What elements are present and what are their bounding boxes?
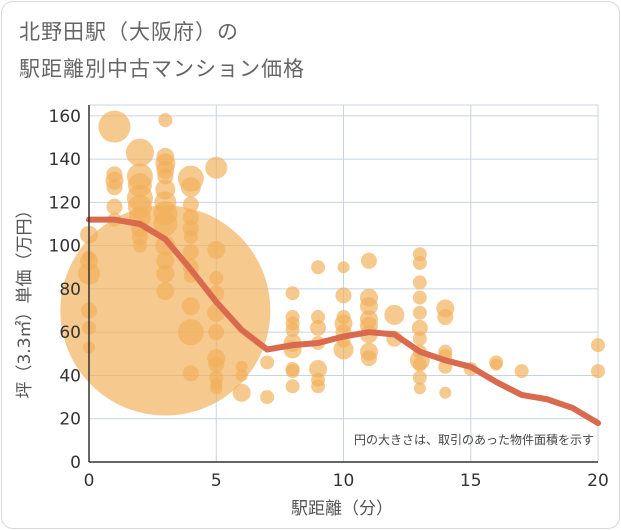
y-tick-label: 140 (49, 150, 81, 170)
bubble-point (439, 386, 452, 399)
bubble-size-note: 円の大きさは、取引のあった物件面積を示す (354, 432, 594, 447)
x-tick-label: 20 (587, 471, 609, 491)
bubble-point (208, 356, 225, 373)
x-tick-label: 10 (333, 471, 355, 491)
y-tick-label: 20 (59, 410, 81, 430)
bubble-point (411, 319, 428, 336)
bubble-point (235, 360, 248, 373)
bubble-point (208, 324, 225, 341)
x-axis-label: 駅距離（分） (291, 499, 393, 519)
chart-title-line1: 北野田駅（大阪府）の (19, 20, 239, 44)
bubble-point (333, 339, 354, 360)
x-tick-label: 15 (460, 471, 482, 491)
y-tick-label: 0 (70, 453, 81, 473)
bubble-point (311, 260, 326, 275)
bubble-point (412, 255, 427, 270)
bubble-point (125, 138, 154, 167)
x-tick-label: 5 (211, 471, 222, 491)
bubble-point (180, 177, 201, 198)
bubble-point (413, 382, 426, 395)
bubble-point (412, 290, 427, 305)
chart-title-line2: 駅距離別中古マンション価格 (19, 57, 305, 81)
bubble-point (591, 364, 605, 379)
axes (88, 105, 598, 463)
bubble-point (205, 156, 228, 179)
bubble-point (309, 359, 328, 378)
bubble-point (490, 358, 503, 371)
y-tick-label: 60 (59, 323, 81, 343)
bubble-point (360, 252, 377, 269)
bubble-point (412, 305, 427, 320)
y-tick-label: 160 (49, 107, 81, 127)
bubble-point (177, 319, 204, 346)
bubble-point (360, 350, 377, 367)
bubble-point (260, 390, 275, 405)
bubble-point (235, 369, 248, 382)
bubble-point (335, 287, 352, 304)
bubble-point (591, 338, 605, 353)
bubble-point (514, 364, 529, 379)
bubble-point (182, 244, 199, 261)
bubble-point (183, 229, 198, 244)
tick-labels: 0 20 40 60 80 100 120 140 160 0 5 10 15 20 (49, 107, 609, 491)
bubble-point (285, 323, 300, 338)
bubble-point (232, 383, 251, 402)
bubble-point (153, 212, 178, 236)
bubble-point (285, 286, 300, 301)
bubble-point (285, 379, 300, 394)
bubble-point (412, 275, 427, 290)
bubble-point (156, 282, 175, 301)
bubble-point (260, 355, 275, 370)
bubble-point (311, 310, 326, 325)
bubble-point (106, 179, 123, 196)
x-tick-label: 0 (84, 471, 95, 491)
bubble-point (156, 251, 175, 270)
trend-line (86, 216, 601, 427)
bubble-point (181, 297, 200, 316)
bubble-point (182, 196, 199, 213)
bubble-point (311, 379, 326, 394)
bubble-point (285, 364, 300, 379)
y-tick-label: 80 (59, 280, 81, 300)
bubble-point (158, 113, 173, 128)
bubble-point (412, 331, 427, 346)
bubble-point (106, 198, 123, 215)
bubble-point (156, 264, 175, 283)
y-tick-label: 120 (49, 193, 81, 213)
bubble-point (337, 261, 350, 274)
bubbles (60, 110, 605, 416)
bubble-point (207, 240, 226, 259)
y-tick-label: 40 (59, 366, 81, 386)
y-tick-label: 100 (49, 237, 81, 257)
bubble-point (437, 309, 454, 326)
bubble-point (412, 370, 427, 385)
bubble-point (412, 357, 427, 372)
bubble-point (182, 365, 199, 382)
y-axis-label: 坪（3.3㎡）単価（万円） (15, 201, 35, 398)
bubble-point (310, 319, 327, 336)
bubble-point (384, 304, 405, 325)
bubble-point (359, 297, 378, 316)
bubble-point (210, 382, 223, 395)
bubble-point (98, 110, 131, 143)
bubble-point (209, 271, 224, 286)
